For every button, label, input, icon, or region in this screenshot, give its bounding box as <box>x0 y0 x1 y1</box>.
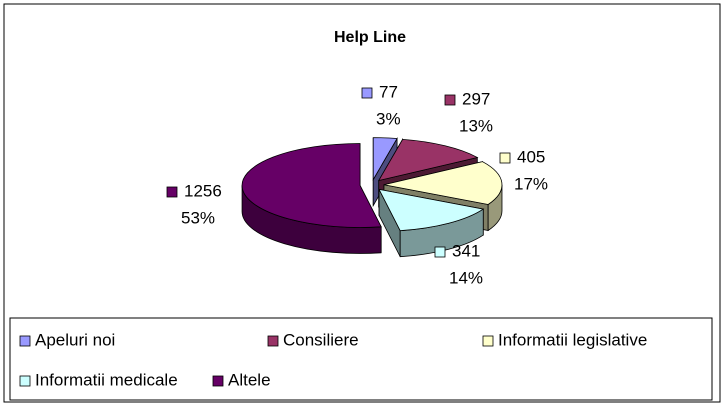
legend-label: Altele <box>228 370 271 389</box>
legend-key <box>19 335 31 347</box>
label-key <box>361 87 373 99</box>
label-key <box>499 152 511 164</box>
label-key <box>166 186 178 198</box>
label-key <box>444 94 456 106</box>
legend-label: Consiliere <box>283 330 359 349</box>
pie-slice <box>372 137 398 182</box>
legend-label: Informatii legislative <box>498 330 647 349</box>
pie-slice <box>377 138 479 182</box>
data-label-percent: 13% <box>459 116 493 135</box>
data-label: 297 <box>462 89 490 108</box>
data-label: 77 <box>379 82 398 101</box>
pie-slice <box>383 161 503 205</box>
legend-key <box>19 375 31 387</box>
data-label-percent: 14% <box>449 268 483 287</box>
data-label-percent: 17% <box>514 174 548 193</box>
data-label-percent: 3% <box>376 109 401 128</box>
legend-label: Apeluri noi <box>35 330 115 349</box>
legend-key <box>212 375 224 387</box>
legend-key <box>267 335 279 347</box>
pie-slice <box>241 143 382 228</box>
pie-tops <box>241 137 503 232</box>
legend-label: Informatii medicale <box>35 370 178 389</box>
legend-key <box>482 335 494 347</box>
legend-box <box>9 317 713 401</box>
data-label-percent: 53% <box>181 208 215 227</box>
label-key <box>434 246 446 258</box>
pie-slice <box>378 188 485 232</box>
data-label: 405 <box>517 147 545 166</box>
chart-title: Help Line <box>334 29 406 46</box>
data-label: 341 <box>452 241 480 260</box>
data-label: 1256 <box>184 181 222 200</box>
